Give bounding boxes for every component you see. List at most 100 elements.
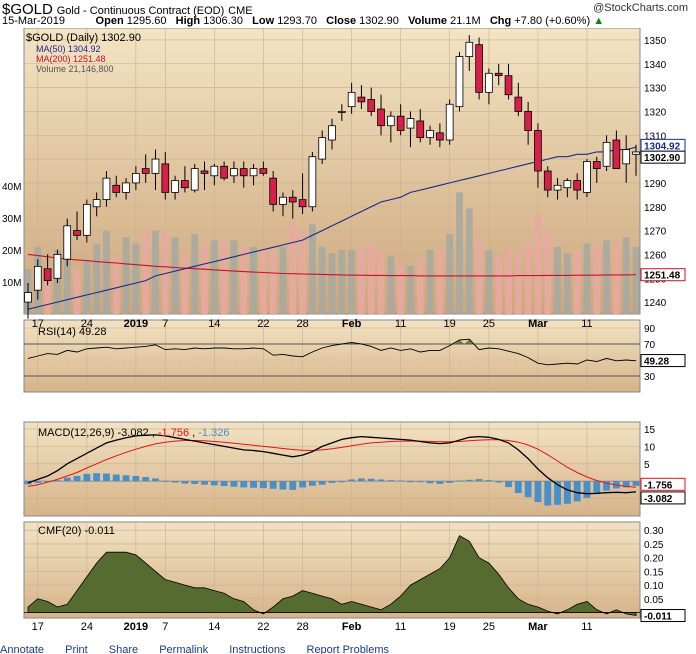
candle-body [190,168,199,191]
rsi-tick-label: 30 [644,372,656,383]
volume-bar [485,250,493,314]
macd-histogram-bar [63,477,71,482]
x-tick-label: 22 [257,621,269,633]
candle-body [141,168,150,174]
candle-body [485,72,493,93]
candle-body [592,161,601,170]
chart-svg[interactable]: 17 24 2019 7 14 22 28 Feb 11 19 25 Mar 11 17 24 2019 7 14… [0,28,696,653]
volume-bar [112,256,120,314]
macd-histogram-bar [132,475,140,482]
candle-body [220,165,228,179]
macd-histogram-bar [289,481,297,490]
ma200-legend: MA(200) 1251.48 [36,54,106,64]
candle-body [53,254,62,279]
last-ma200-label: 1251.48 [644,271,681,282]
candle-body [416,120,425,139]
macd-histogram-bar [112,474,120,482]
exchange: CME [228,5,253,17]
volume-bar [534,214,542,314]
last-ma50-label: 1304.92 [644,141,681,152]
watermark: @StockCharts.com [593,2,688,14]
volume-bar [83,259,91,314]
candle-body [563,180,572,189]
macd-histogram-bar [299,481,307,488]
quote-line: 15-Mar-2019 Open 1295.60 High 1306.30 Lo… [2,15,604,27]
quote-date: 15-Mar-2019 [2,15,65,27]
candle-body [83,203,91,236]
x-tick-label: 11 [581,621,592,633]
candle-body [602,142,611,167]
candle-body [151,158,160,174]
last-signal-label: -1.756 [644,480,673,491]
macd-tick-label: 5 [644,460,650,471]
price-tick-label: 1240 [644,298,667,309]
permalink-button[interactable]: Permalink [159,644,209,654]
macd-histogram-bar [456,480,463,482]
macd-legend-b: -1.756 [158,427,189,439]
candle-body [445,103,454,141]
candle-body [387,115,395,127]
macd-histogram-bar [446,481,454,483]
volume-bar [632,246,640,314]
candle-body [504,75,513,96]
macd-histogram-bar [357,478,365,482]
rsi-legend: RSI(14) 49.28 [38,326,106,338]
rsi-line [27,338,637,366]
cmf-area [27,535,637,616]
volume-bar [44,266,52,314]
macd-histogram-bar [593,481,601,495]
x-tick-label: 11 [581,318,592,330]
chart-title: $GOLD Gold - Continuous Contract (EOD) C… [2,1,253,18]
candle-body [171,180,179,193]
volume-bar [318,246,326,314]
footer-toolbar: Annotate Print Share Permalink Instructi… [0,644,696,654]
volume-bar [191,234,199,314]
candle-body [465,41,474,58]
volume-tick-label: 10M [2,278,21,289]
report-problems-button[interactable]: Report Problems [306,644,390,654]
candle-body [239,168,248,177]
macd-histogram-bar [475,479,483,482]
volume-bar [456,192,463,314]
macd-histogram-bar [514,481,522,494]
share-button[interactable]: Share [108,644,139,654]
cmf-tick-label: 0.05 [644,595,664,606]
instructions-button[interactable]: Instructions [229,644,286,654]
print-button[interactable]: Print [65,644,88,654]
candle-body [269,177,277,205]
price-tick-label: 1260 [644,250,667,261]
x-tick-label: 25 [483,621,495,633]
macd-histogram-bar [161,480,169,482]
candle-body [308,156,317,208]
price-tick-label: 1330 [644,84,667,95]
price-tick-label: 1320 [644,107,667,118]
volume-tick-label: 30M [2,214,21,225]
x-tick-label: 2019 [124,318,148,330]
macd-histogram-bar [563,481,571,504]
x-tick-label: 25 [483,318,495,330]
close-value: 1302.90 [359,15,399,27]
x-tick-label: 24 [81,621,93,633]
cmf-tick-label: 0.20 [644,554,664,565]
volume-value: 21.1M [450,15,481,27]
high-label: High [175,15,201,27]
x-tick-label: 11 [395,621,406,633]
candle-body [328,125,336,141]
last-rsi-label-box [640,354,686,368]
candle-body [43,268,52,282]
macd-histogram-bar [191,481,199,484]
volume-bar [612,243,620,314]
x-tick-label: Feb [342,621,362,633]
candle-body [573,180,581,191]
candle-body [288,196,297,203]
macd-histogram-bar [53,480,61,482]
macd-histogram-bar [416,481,424,483]
volume-bar [230,240,238,314]
x-tick-label: 24 [81,318,93,330]
cmf-tick-label: 0.25 [644,540,664,551]
volume-bar [377,250,385,314]
volume-bar [220,240,228,314]
macd-histogram-bar [201,481,208,485]
annotate-button[interactable]: Annotate [0,644,45,654]
macd-histogram-bar [181,481,189,484]
